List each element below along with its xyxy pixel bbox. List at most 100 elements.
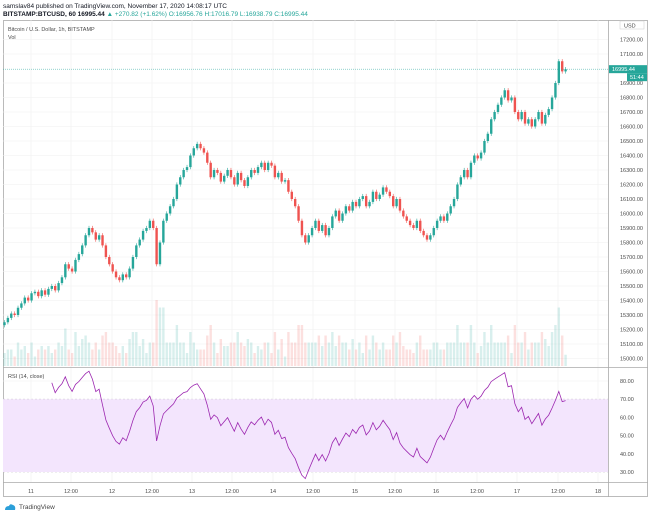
currency-button[interactable]	[619, 20, 645, 30]
rsi-tick-label: 60.00	[620, 415, 634, 421]
volume-bar	[131, 332, 135, 366]
candle-body	[398, 199, 402, 211]
time-tick-label: 12:00	[551, 489, 565, 495]
volume-bar	[287, 332, 290, 366]
volume-bar	[283, 356, 287, 366]
candle-body	[212, 170, 216, 178]
volume-bar	[175, 325, 179, 366]
volume-bar	[513, 325, 517, 366]
candle-body	[506, 90, 510, 101]
price-tick-label: 15400.00	[620, 299, 643, 305]
candle-body	[358, 199, 361, 207]
price-change: +270.82 (+1.62%)	[114, 11, 167, 18]
price-tick-label: 16900.00	[620, 81, 643, 87]
volume-bars	[3, 300, 567, 366]
candle-body	[10, 313, 13, 318]
candle-body	[344, 206, 348, 214]
price-tick-label: 17100.00	[620, 52, 643, 58]
volume-bar	[469, 325, 473, 366]
candle-body	[20, 303, 23, 308]
volume-bar	[128, 339, 131, 366]
volume-bar	[94, 342, 97, 366]
volume-bar	[124, 353, 128, 366]
volume-bar	[510, 353, 513, 366]
candles[interactable]	[3, 59, 567, 328]
volume-bar	[439, 349, 442, 366]
volume-bar	[219, 339, 223, 366]
candle-body	[473, 155, 476, 163]
volume-bar	[91, 349, 94, 366]
ohlc-low: L:16938.79	[239, 11, 273, 18]
volume-bar	[250, 342, 253, 366]
candle-body	[557, 61, 561, 83]
candle-body	[361, 196, 364, 199]
volume-bar	[544, 339, 547, 366]
chart-canvas[interactable]: 17200.00 17100.00 16900.00 16800.00 16700.00…	[0, 0, 650, 500]
volume-bar	[293, 342, 297, 366]
candle-body	[462, 170, 466, 178]
volume-bar	[104, 332, 108, 366]
volume-bar	[517, 342, 520, 366]
volume-bar	[223, 346, 226, 366]
candle-body	[148, 220, 152, 228]
volume-bar	[13, 356, 16, 366]
last-price: 16995.44	[77, 11, 105, 18]
volume-bar	[537, 342, 540, 366]
price-tick-label: 16800.00	[620, 96, 643, 102]
candle-body	[172, 199, 175, 207]
candle-body	[439, 216, 442, 221]
volume-bar	[490, 325, 493, 366]
candle-body	[354, 201, 358, 207]
candle-body	[189, 155, 192, 168]
candle-body	[435, 220, 439, 228]
volume-bar	[368, 349, 371, 366]
candle-body	[550, 97, 554, 110]
volume-bar	[277, 349, 280, 366]
rsi-tick-label: 40.00	[620, 452, 634, 458]
volume-bar	[216, 353, 219, 366]
volume-bar	[402, 346, 405, 366]
tradingview-cloud-icon	[5, 504, 16, 510]
volume-bar	[256, 346, 260, 366]
volume-bar	[101, 335, 104, 366]
rsi-tick-label: 80.00	[620, 379, 634, 385]
volume-bar	[415, 342, 419, 366]
volume-bar	[425, 349, 429, 366]
candle-body	[466, 170, 469, 178]
candle-body	[517, 112, 520, 120]
tradingview-logo[interactable]: TradingView	[4, 503, 55, 511]
candle-body	[544, 114, 547, 124]
volume-bar	[398, 332, 402, 366]
price-tag: 16995.44	[612, 67, 635, 73]
candle-body	[290, 191, 293, 199]
volume-bar	[307, 342, 310, 366]
candle-body	[500, 97, 503, 105]
time-tick-label: 17	[514, 489, 520, 495]
candle-body	[162, 220, 165, 243]
volume-bar	[43, 349, 47, 366]
volume-bar	[199, 349, 202, 366]
volume-bar	[23, 346, 26, 366]
volume-bar	[47, 346, 50, 366]
candle-body	[91, 228, 94, 233]
volume-bar	[84, 335, 87, 366]
volume-bar	[466, 342, 469, 366]
candle-body	[229, 170, 233, 178]
published-caption: samslav84 published on TradingView.com, …	[3, 3, 227, 10]
candle-body	[446, 213, 449, 221]
candle-body	[378, 194, 381, 199]
volume-bar	[297, 325, 300, 366]
volume-bar	[371, 335, 375, 366]
price-tick-label: 17200.00	[620, 38, 643, 44]
candle-body	[540, 112, 544, 124]
candle-body	[223, 175, 226, 182]
volume-bar	[77, 346, 81, 366]
volume-bar	[304, 342, 307, 366]
volume-bar	[37, 349, 40, 366]
volume-bar	[6, 349, 10, 366]
candle-body	[324, 225, 327, 236]
candle-body	[145, 228, 148, 231]
candle-body	[334, 210, 337, 217]
candle-body	[564, 69, 567, 72]
volume-bar	[30, 342, 33, 366]
